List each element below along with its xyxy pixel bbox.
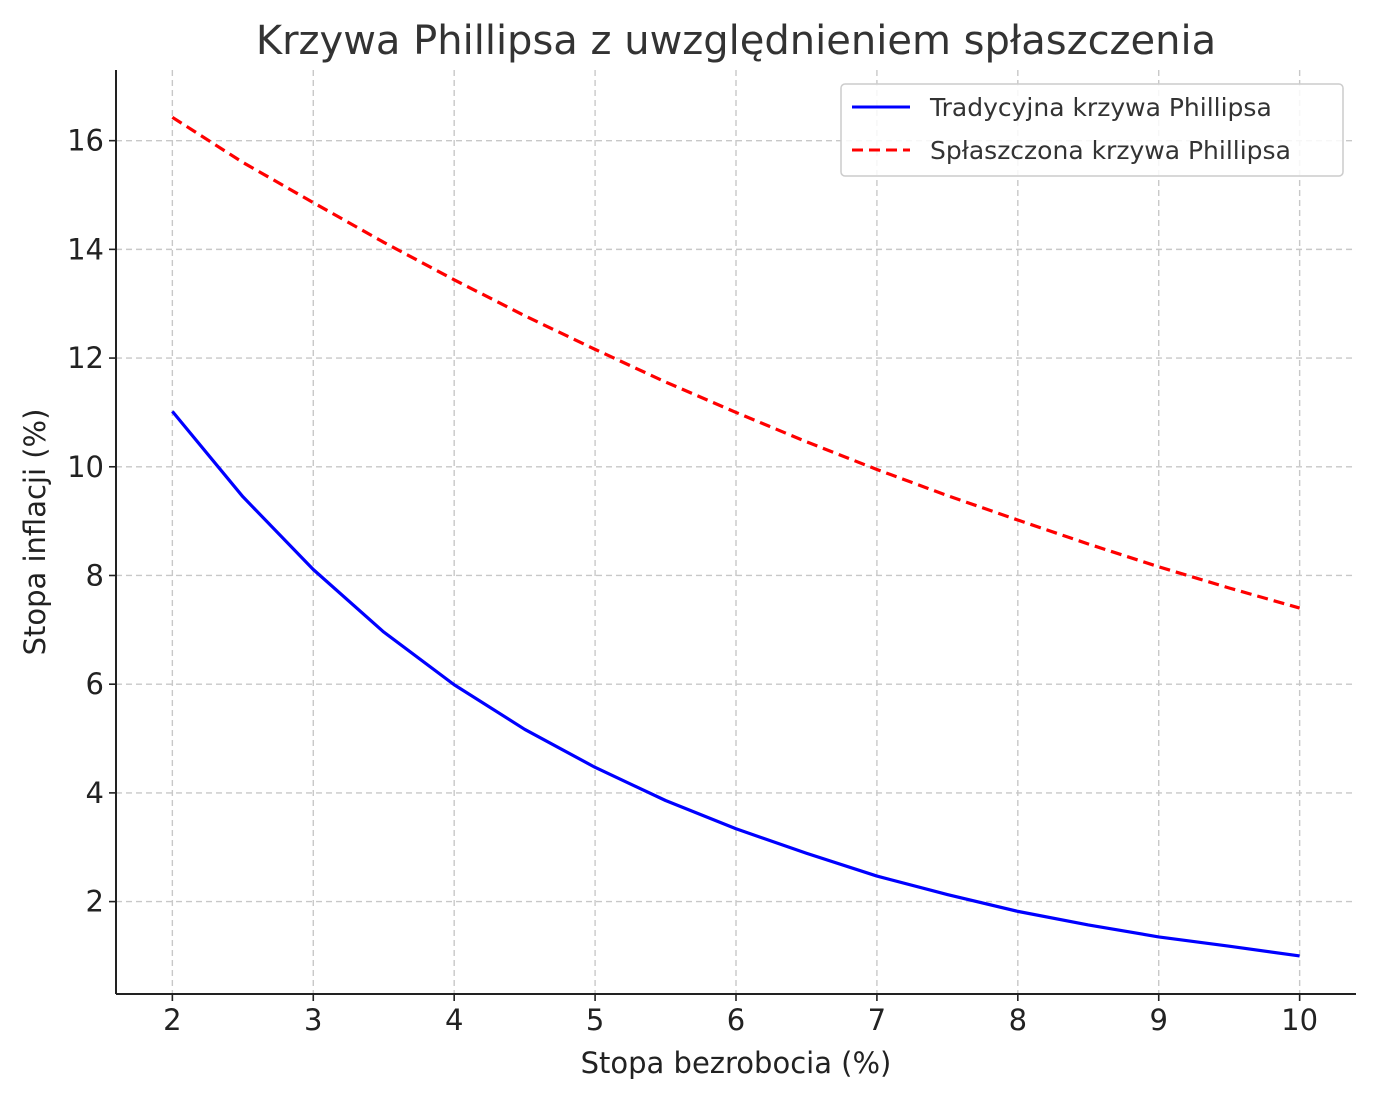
y-tick-label: 10: [67, 450, 104, 484]
x-tick-label: 6: [727, 1003, 745, 1037]
legend-label-traditional: Tradycyjna krzywa Phillipsa: [929, 93, 1272, 122]
legend: Tradycyjna krzywa Phillipsa Spłaszczona …: [840, 83, 1344, 177]
x-tick-label: 2: [163, 1003, 181, 1037]
chart-title: Krzywa Phillipsa z uwzględnieniem spłasz…: [256, 18, 1216, 64]
x-ticks: 2 3 4 5 6 7 8 9 10: [163, 994, 1318, 1037]
series-layer: [171, 115, 1301, 958]
grid: [116, 70, 1356, 994]
x-tick-label: 9: [1150, 1003, 1168, 1037]
legend-box: [840, 83, 1344, 177]
y-tick-label: 16: [67, 124, 104, 158]
y-tick-label: 14: [67, 232, 104, 266]
series-line-flattened: [171, 115, 1301, 610]
y-tick-label: 8: [86, 558, 104, 592]
y-tick-label: 2: [86, 885, 104, 919]
y-ticks: 2 4 6 8 10 12 14 16: [67, 124, 116, 919]
x-tick-label: 3: [304, 1003, 322, 1037]
y-axis-label: Stopa inflacji (%): [18, 409, 52, 656]
x-tick-label: 8: [1009, 1003, 1027, 1037]
x-tick-label: 7: [868, 1003, 886, 1037]
x-axis-label: Stopa bezrobocia (%): [581, 1046, 892, 1080]
y-tick-label: 6: [86, 667, 104, 701]
legend-label-flattened: Spłaszczona krzywa Phillipsa: [930, 136, 1291, 165]
y-tick-label: 12: [67, 341, 104, 375]
x-tick-label: 4: [445, 1003, 463, 1037]
x-tick-label: 10: [1281, 1003, 1318, 1037]
y-tick-label: 4: [86, 776, 104, 810]
series-line-traditional: [171, 410, 1300, 958]
x-tick-label: 5: [586, 1003, 604, 1037]
